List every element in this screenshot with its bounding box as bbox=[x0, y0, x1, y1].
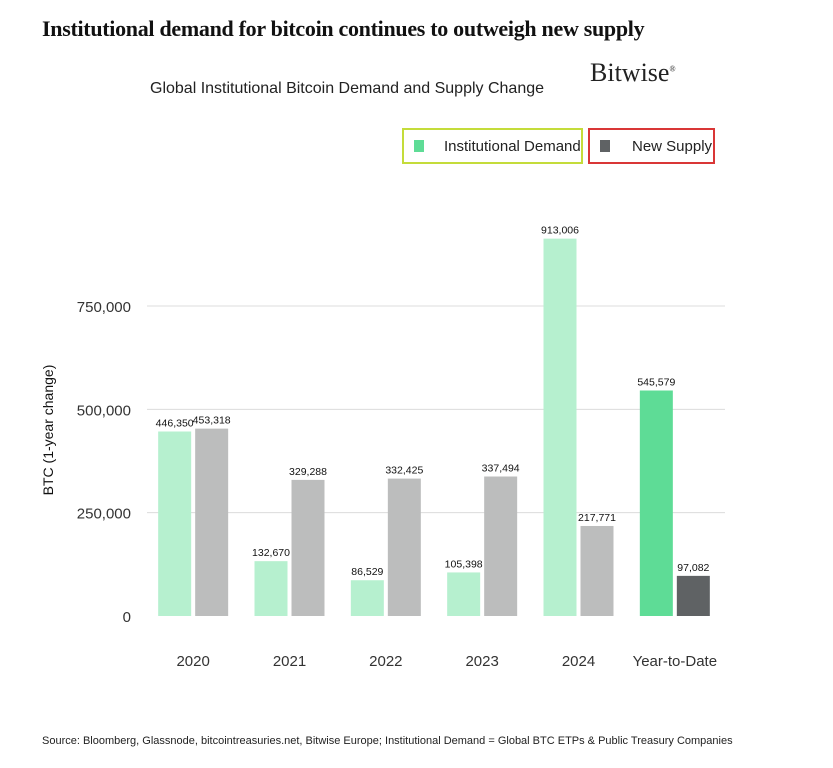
x-tick-label: Year-to-Date bbox=[633, 653, 718, 670]
legend-swatch-demand bbox=[414, 140, 424, 152]
data-label: 97,082 bbox=[677, 562, 709, 574]
data-label: 105,398 bbox=[445, 558, 483, 570]
bar-new-supply bbox=[484, 476, 518, 616]
data-label: 332,425 bbox=[385, 465, 423, 477]
y-tick-label: 0 bbox=[123, 609, 131, 626]
y-tick-label: 250,000 bbox=[77, 506, 131, 523]
bar-new-supply bbox=[291, 479, 325, 616]
chart-title: Global Institutional Bitcoin Demand and … bbox=[150, 80, 545, 97]
x-tick-label: 2022 bbox=[369, 653, 402, 670]
x-tick-label: 2021 bbox=[273, 653, 306, 670]
data-label: 132,670 bbox=[252, 547, 290, 559]
data-label: 913,006 bbox=[541, 225, 579, 237]
legend-label-demand: Institutional Demand bbox=[444, 137, 581, 155]
data-label: 86,529 bbox=[351, 566, 383, 578]
legend-item-institutional-demand: Institutional Demand bbox=[402, 128, 583, 164]
y-tick-label: 500,000 bbox=[77, 402, 131, 419]
brand-logo: Bitwise® bbox=[590, 58, 676, 88]
y-axis-label: BTC (1-year change) bbox=[40, 365, 56, 496]
bar-new-supply bbox=[387, 478, 421, 616]
bar-new-supply bbox=[676, 575, 710, 616]
headline: Institutional demand for bitcoin continu… bbox=[42, 16, 645, 41]
legend-label-supply: New Supply bbox=[632, 137, 713, 155]
legend-item-new-supply: New Supply bbox=[588, 128, 715, 164]
data-label: 453,318 bbox=[193, 415, 231, 427]
data-label: 217,771 bbox=[578, 512, 616, 524]
data-label: 446,350 bbox=[156, 418, 194, 430]
data-label: 329,288 bbox=[289, 466, 327, 478]
legend-swatch-supply bbox=[600, 140, 610, 152]
bar-institutional-demand bbox=[447, 572, 481, 616]
bar-institutional-demand bbox=[639, 390, 673, 616]
bar-institutional-demand bbox=[254, 561, 288, 616]
bar-institutional-demand bbox=[158, 431, 192, 616]
data-label: 337,494 bbox=[482, 463, 520, 475]
bar-new-supply bbox=[195, 428, 229, 616]
brand-name: Bitwise bbox=[590, 58, 670, 87]
y-tick-label: 750,000 bbox=[77, 299, 131, 316]
bar-chart: 0 250,000 500,000 750,000 BTC (1-year change… bbox=[40, 225, 725, 670]
source-note: Source: Bloomberg, Glassnode, bitcointre… bbox=[42, 735, 733, 747]
x-tick-label: 2023 bbox=[465, 653, 498, 670]
data-label: 545,579 bbox=[637, 376, 675, 388]
bar-institutional-demand bbox=[543, 238, 577, 616]
x-tick-label: 2024 bbox=[562, 653, 595, 670]
x-tick-label: 2020 bbox=[176, 653, 209, 670]
bar-new-supply bbox=[580, 525, 614, 616]
bar-institutional-demand bbox=[350, 580, 384, 616]
brand-registered-mark: ® bbox=[669, 64, 676, 74]
